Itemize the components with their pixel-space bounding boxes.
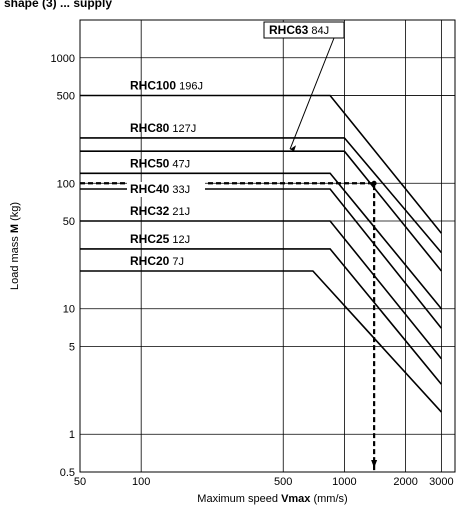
rhc63-pointer-arrowhead — [290, 145, 297, 152]
x-tick-label-2000: 2000 — [393, 476, 417, 488]
series-line-rhc25 — [80, 248, 443, 385]
series-label-rhc50: RHC50 47J — [130, 156, 190, 170]
y-tick-label-0.5: 0.5 — [60, 467, 75, 479]
series-label-rhc20: RHC20 7J — [130, 254, 184, 268]
series-label-rhc40: RHC40 33J — [130, 182, 190, 196]
series-line-rhc80 — [80, 137, 443, 254]
x-tick-label-3000: 3000 — [429, 476, 453, 488]
y-tick-label-50: 50 — [63, 216, 75, 228]
series-label-rhc32: RHC32 21J — [130, 204, 190, 218]
example-intersection-point — [371, 180, 377, 186]
x-tick-label-50: 50 — [74, 476, 86, 488]
y-tick-label-5: 5 — [69, 342, 75, 354]
y-tick-label-500: 500 — [57, 91, 75, 103]
series-line-rhc50 — [80, 172, 443, 310]
series-label-rhc25: RHC25 12J — [130, 232, 190, 246]
rhc63-callout-box — [263, 21, 345, 39]
example-arrowhead — [371, 460, 378, 468]
figure-title-fragment: shape (3) ... supply — [4, 0, 113, 10]
x-tick-label-500: 500 — [274, 476, 292, 488]
series-line-rhc32 — [80, 220, 443, 360]
rhc63-pointer-line — [289, 37, 335, 150]
x-tick-label-100: 100 — [132, 476, 150, 488]
y-tick-label-1000: 1000 — [51, 53, 75, 65]
series-label-rhc63: RHC63 84J — [269, 23, 329, 37]
label-bg-rhc40 — [127, 181, 205, 197]
x-axis-label: Maximum speed Vmax (mm/s) — [197, 493, 347, 505]
x-tick-label-1000: 1000 — [332, 476, 356, 488]
series-line-rhc20 — [80, 270, 442, 413]
y-tick-label-10: 10 — [63, 304, 75, 316]
series-label-rhc80: RHC80 127J — [130, 121, 196, 135]
y-tick-label-1: 1 — [69, 429, 75, 441]
y-axis-label: Load mass M (kg) — [9, 202, 21, 290]
series-line-rhc100 — [80, 94, 443, 234]
series-line-rhc63 — [80, 150, 443, 272]
y-tick-label-100: 100 — [57, 178, 75, 190]
series-label-rhc100: RHC100 196J — [130, 79, 203, 93]
